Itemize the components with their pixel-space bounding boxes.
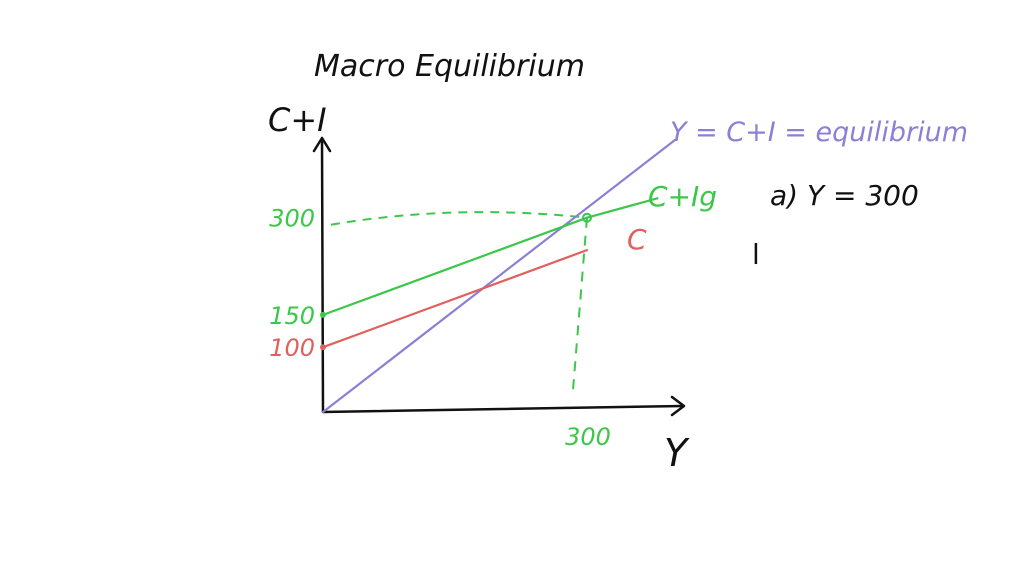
x-axis-label: Y: [664, 431, 690, 475]
x-axis-arrowhead: [670, 395, 686, 417]
y-axis-arrowhead: [312, 136, 332, 153]
equilibrium-horizontal-guide: [330, 211, 588, 226]
c-line: [321, 249, 589, 349]
equilibrium-answer-annotation: a) Y = 300: [770, 179, 919, 212]
x-tick-label-300: 300: [565, 423, 611, 451]
partial-mark-annotation: l: [752, 238, 760, 271]
chart-title: Macro Equilibrium: [314, 49, 585, 84]
y-equals-ci-line-label: Y = C+I = equilibrium: [670, 117, 968, 148]
y-tick-label-300: 300: [269, 205, 315, 233]
plot-area: Y = C+I = equilibrium C+IgC 300 150 100 300: [269, 117, 968, 451]
c-plus-ig-line-label: C+Ig: [648, 180, 717, 213]
y-equals-ci-line: [321, 138, 677, 414]
y-tick-label-100: 100: [269, 334, 315, 362]
equilibrium-point: [582, 212, 592, 223]
c-intercept-dot: [320, 344, 326, 351]
equilibrium-vertical-guide: [572, 217, 588, 391]
c-line-label: C: [627, 223, 647, 256]
c-plus-ig-line: [321, 197, 659, 316]
y-axis-label: C+I: [268, 101, 327, 139]
y-tick-label-150: 150: [269, 302, 315, 330]
x-axis-line: [321, 404, 685, 414]
y-axis-line: [320, 138, 325, 414]
c-plus-ig-intercept-dot: [320, 311, 326, 318]
